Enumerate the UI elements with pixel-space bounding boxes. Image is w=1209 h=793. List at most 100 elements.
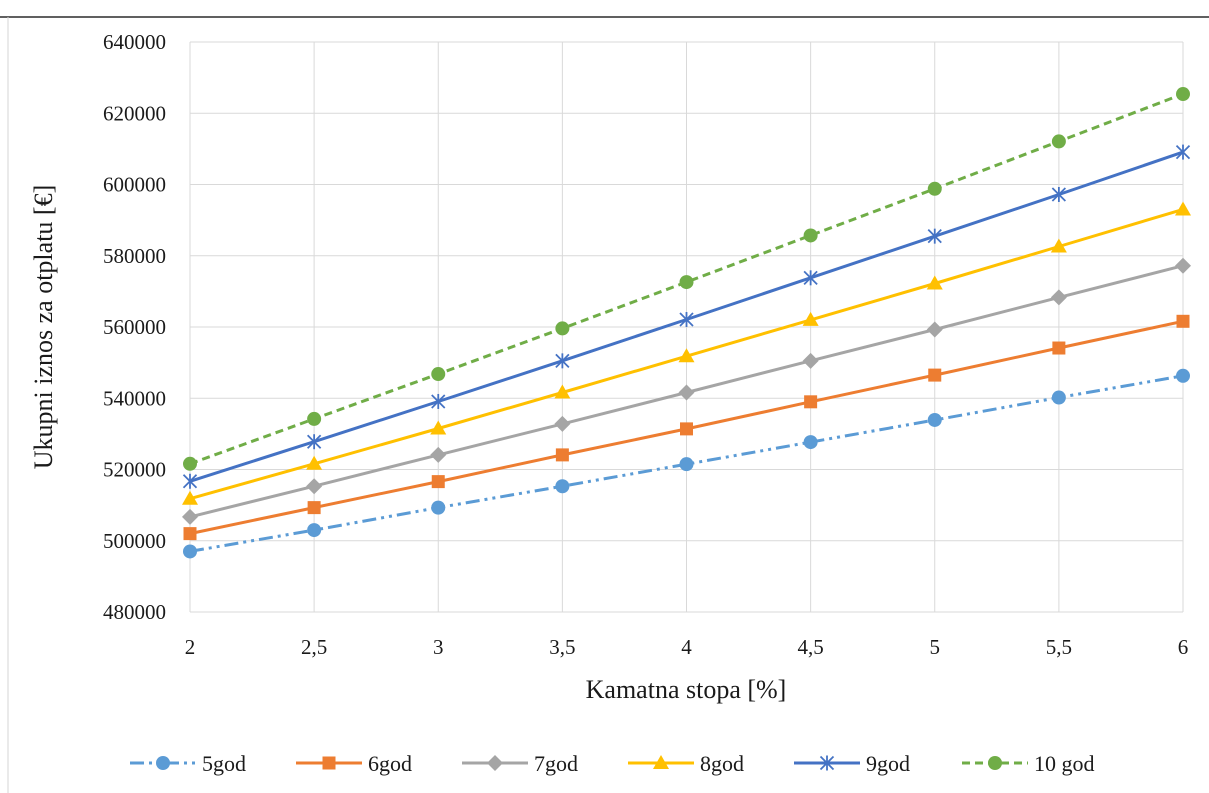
data-point-star	[431, 393, 446, 409]
data-point-circle	[156, 756, 170, 770]
series-6god	[183, 314, 1190, 541]
x-tick-label: 5,5	[1046, 635, 1072, 659]
series-lines	[182, 87, 1191, 559]
x-tick-label: 6	[1178, 635, 1189, 659]
data-point-diamond	[182, 508, 198, 525]
data-point-circle	[1051, 134, 1066, 149]
y-tick-label: 560000	[103, 315, 166, 339]
y-tick-label: 520000	[103, 458, 166, 482]
y-tick-label: 640000	[103, 30, 166, 54]
data-point-diamond	[678, 384, 695, 401]
data-point-square	[431, 475, 445, 489]
data-point-square	[555, 448, 569, 462]
legend-item: 9god	[794, 751, 910, 776]
y-tick-label: 480000	[103, 600, 166, 624]
series-10-god	[183, 87, 1190, 471]
data-point-circle	[307, 523, 322, 538]
y-tick-label: 500000	[103, 529, 166, 553]
data-point-circle	[555, 321, 570, 336]
data-point-circle	[1176, 368, 1190, 383]
x-axis-label: Kamatna stopa [%]	[586, 675, 787, 704]
x-tick-label: 4	[681, 635, 692, 659]
data-point-circle	[183, 456, 197, 471]
data-point-circle	[679, 457, 694, 472]
data-point-triangle	[802, 311, 819, 326]
data-point-triangle	[182, 490, 198, 505]
data-point-square	[1052, 341, 1066, 355]
data-point-square	[1176, 314, 1190, 328]
legend-label: 5god	[202, 751, 246, 776]
y-tick-label: 580000	[103, 244, 166, 268]
x-tick-label: 5	[930, 635, 941, 659]
y-tick-label: 620000	[103, 101, 166, 125]
data-point-square	[928, 368, 942, 382]
data-point-circle	[1051, 390, 1066, 405]
data-point-circle	[431, 500, 446, 515]
data-point-square	[307, 501, 321, 515]
series-line	[189, 92, 1184, 466]
data-point-square	[680, 422, 693, 436]
y-tick-label: 540000	[103, 386, 166, 410]
data-point-diamond	[554, 415, 571, 432]
data-point-triangle	[306, 455, 323, 470]
legend-label: 10 god	[1034, 751, 1095, 776]
data-point-circle	[679, 275, 694, 290]
data-point-circle	[1176, 87, 1190, 102]
legend-item: 7god	[462, 751, 578, 776]
data-point-diamond	[926, 321, 943, 338]
data-point-star	[803, 270, 818, 286]
data-point-star	[679, 312, 694, 328]
data-point-triangle	[653, 755, 669, 769]
x-tick-label: 4,5	[798, 635, 824, 659]
data-point-star	[819, 755, 835, 771]
data-point-circle	[555, 479, 570, 494]
data-point-triangle	[554, 384, 571, 399]
legend-item: 8god	[628, 751, 744, 776]
data-point-square	[183, 527, 197, 541]
data-point-circle	[431, 367, 446, 382]
data-point-circle	[183, 544, 197, 559]
data-point-circle	[927, 181, 942, 196]
data-point-star	[1175, 144, 1191, 160]
data-point-circle	[803, 435, 818, 450]
legend-label: 6god	[368, 751, 412, 776]
data-point-star	[306, 434, 322, 450]
data-point-circle	[927, 412, 942, 427]
data-point-diamond	[487, 755, 503, 771]
series-5god	[183, 368, 1190, 559]
x-tick-label: 3,5	[549, 635, 575, 659]
data-point-star	[555, 353, 570, 369]
legend-item: 6god	[296, 751, 412, 776]
data-point-triangle	[1050, 238, 1067, 253]
data-point-triangle	[430, 420, 447, 435]
legend-label: 7god	[534, 751, 578, 776]
data-point-star	[182, 473, 198, 489]
x-tick-label: 3	[433, 635, 444, 659]
data-point-diamond	[1175, 257, 1191, 274]
data-point-diamond	[430, 446, 447, 463]
data-point-diamond	[306, 478, 323, 495]
legend-label: 8god	[700, 751, 744, 776]
y-tick-label: 600000	[103, 173, 166, 197]
data-point-circle	[988, 756, 1002, 770]
data-point-star	[927, 228, 942, 244]
series-8god	[182, 201, 1191, 505]
y-axis-label: Ukupni iznos za otplatu [€]	[29, 185, 58, 470]
data-point-square	[322, 756, 336, 770]
data-point-circle	[803, 228, 818, 243]
legend-item: 10 god	[962, 751, 1095, 776]
series-9god	[182, 144, 1191, 489]
series-7god	[182, 257, 1191, 525]
axis-tick-labels: 480000 500000 520000 540000 560000 580000 6000…	[103, 30, 1188, 659]
data-point-diamond	[802, 352, 819, 369]
data-point-triangle	[926, 275, 943, 290]
legend: 5god 6god 7god 8god 9god 10 god	[130, 751, 1095, 776]
data-point-triangle	[678, 348, 695, 363]
x-tick-label: 2,5	[301, 635, 327, 659]
x-tick-label: 2	[185, 635, 196, 659]
series-line	[189, 374, 1184, 553]
data-point-circle	[307, 411, 322, 426]
data-point-diamond	[1050, 289, 1067, 306]
legend-item: 5god	[130, 751, 246, 776]
